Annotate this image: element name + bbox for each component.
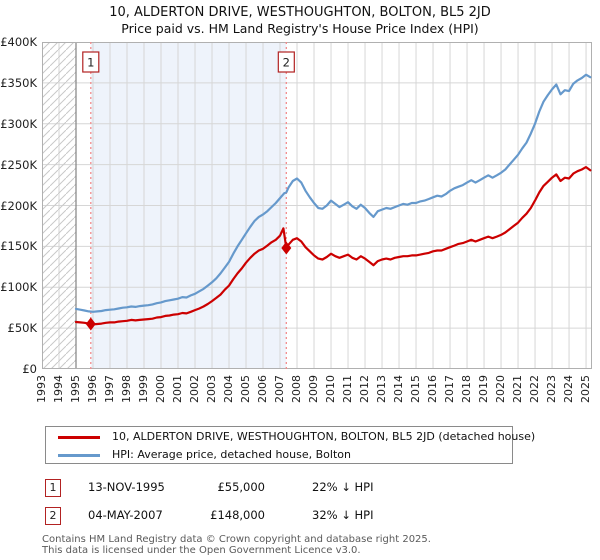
x-tick-label: 2004 bbox=[222, 375, 236, 403]
x-tick-label: 2022 bbox=[528, 375, 542, 403]
x-tick-label: 1997 bbox=[103, 375, 116, 403]
legend-label-price-paid: 10, ALDERTON DRIVE, WESTHOUGHTON, BOLTON… bbox=[112, 430, 536, 443]
x-tick-label: 2025 bbox=[579, 375, 593, 403]
x-tick-label: 2010 bbox=[324, 375, 338, 403]
x-tick-label: 2007 bbox=[273, 375, 287, 403]
y-tick-label: £100K bbox=[0, 280, 37, 295]
sale-annotation-row-2: 2 04-MAY-2007 £148,000 32% ↓ HPI bbox=[0, 507, 600, 525]
x-tick-label: 2023 bbox=[545, 375, 559, 403]
sale-2-hpi-delta: 32% ↓ HPI bbox=[312, 508, 374, 522]
x-tick-label: 2012 bbox=[358, 375, 372, 403]
sale-1-number-badge: 1 bbox=[45, 479, 61, 497]
y-tick-label: £250K bbox=[0, 157, 37, 172]
y-tick-label: £200K bbox=[0, 198, 37, 213]
y-tick-label: £400K bbox=[0, 35, 37, 49]
legend: 10, ALDERTON DRIVE, WESTHOUGHTON, BOLTON… bbox=[45, 426, 535, 464]
x-tick-label: 1994 bbox=[52, 375, 65, 403]
x-tick-label: 1993 bbox=[35, 375, 48, 403]
sale-2-number-badge: 2 bbox=[45, 507, 61, 525]
sale-2-date: 04-MAY-2007 bbox=[88, 508, 163, 522]
sale-2-label-text: 2 bbox=[283, 56, 290, 70]
y-tick-label: £350K bbox=[0, 75, 37, 90]
sale-2-label-box bbox=[277, 51, 295, 73]
sale-1-date: 13-NOV-1995 bbox=[88, 480, 165, 494]
x-tick-label: 2006 bbox=[256, 375, 270, 403]
x-tick-label: 1999 bbox=[137, 375, 150, 403]
x-tick-label: 2015 bbox=[409, 375, 423, 403]
x-tick-label: 2016 bbox=[426, 375, 440, 403]
sale-2-marker-diamond bbox=[281, 241, 292, 255]
hpi-line-swatch bbox=[58, 454, 100, 457]
x-tick-label: 2005 bbox=[239, 375, 253, 403]
y-tick-label: £300K bbox=[0, 116, 37, 131]
hpi-line bbox=[74, 73, 592, 313]
x-tick-label: 2017 bbox=[443, 375, 457, 403]
y-tick-label: £0 bbox=[22, 362, 37, 376]
x-tick-label: 2014 bbox=[392, 375, 406, 403]
x-tick-label: 2009 bbox=[307, 375, 321, 403]
x-tick-label: 2020 bbox=[494, 375, 508, 403]
sale-1-label-text: 1 bbox=[87, 56, 94, 70]
x-tick-label: 2018 bbox=[460, 375, 474, 403]
page-subtitle: Price paid vs. HM Land Registry's House … bbox=[121, 21, 479, 36]
x-tick-label: 2002 bbox=[188, 375, 201, 403]
sale-1-marker-diamond bbox=[85, 317, 96, 331]
x-tick-label: 2003 bbox=[205, 375, 218, 403]
x-tick-label: 2019 bbox=[477, 375, 491, 403]
page-title: 10, ALDERTON DRIVE, WESTHOUGHTON, BOLTON… bbox=[109, 5, 491, 20]
x-tick-label: 2000 bbox=[154, 375, 167, 403]
x-tick-label: 2021 bbox=[511, 375, 525, 403]
no-data-hatch-region bbox=[42, 42, 77, 369]
plot-border bbox=[42, 42, 592, 369]
x-tick-label: 2011 bbox=[341, 375, 355, 403]
sale-2-price: £148,000 bbox=[210, 508, 265, 522]
sale-1-hpi-delta: 22% ↓ HPI bbox=[312, 480, 374, 494]
sale-1-price: £55,000 bbox=[217, 480, 265, 494]
sale-1-label-box bbox=[82, 51, 100, 73]
legend-label-hpi: HPI: Average price, detached house, Bolt… bbox=[112, 448, 351, 461]
x-tick-label: 2013 bbox=[375, 375, 389, 403]
legend-item-price-paid: 10, ALDERTON DRIVE, WESTHOUGHTON, BOLTON… bbox=[46, 428, 535, 445]
x-tick-label: 2024 bbox=[562, 375, 576, 403]
y-tick-label: £50K bbox=[7, 321, 38, 336]
x-tick-label: 1996 bbox=[86, 375, 99, 403]
sale-annotation-row-1: 1 13-NOV-1995 £55,000 22% ↓ HPI bbox=[0, 479, 600, 497]
price-paid-line-swatch bbox=[58, 436, 100, 439]
x-tick-label: 2008 bbox=[290, 375, 304, 403]
y-tick-label: £150K bbox=[0, 239, 37, 254]
x-tick-label: 1998 bbox=[120, 375, 133, 403]
x-tick-label: 2001 bbox=[171, 375, 184, 403]
footer-copyright: Contains HM Land Registry data © Crown c… bbox=[42, 534, 431, 545]
legend-item-hpi: HPI: Average price, detached house, Bolt… bbox=[46, 446, 512, 463]
footer-licence: This data is licensed under the Open Gov… bbox=[42, 545, 361, 556]
x-tick-label: 1995 bbox=[69, 375, 82, 403]
price-paid-line bbox=[74, 165, 592, 326]
